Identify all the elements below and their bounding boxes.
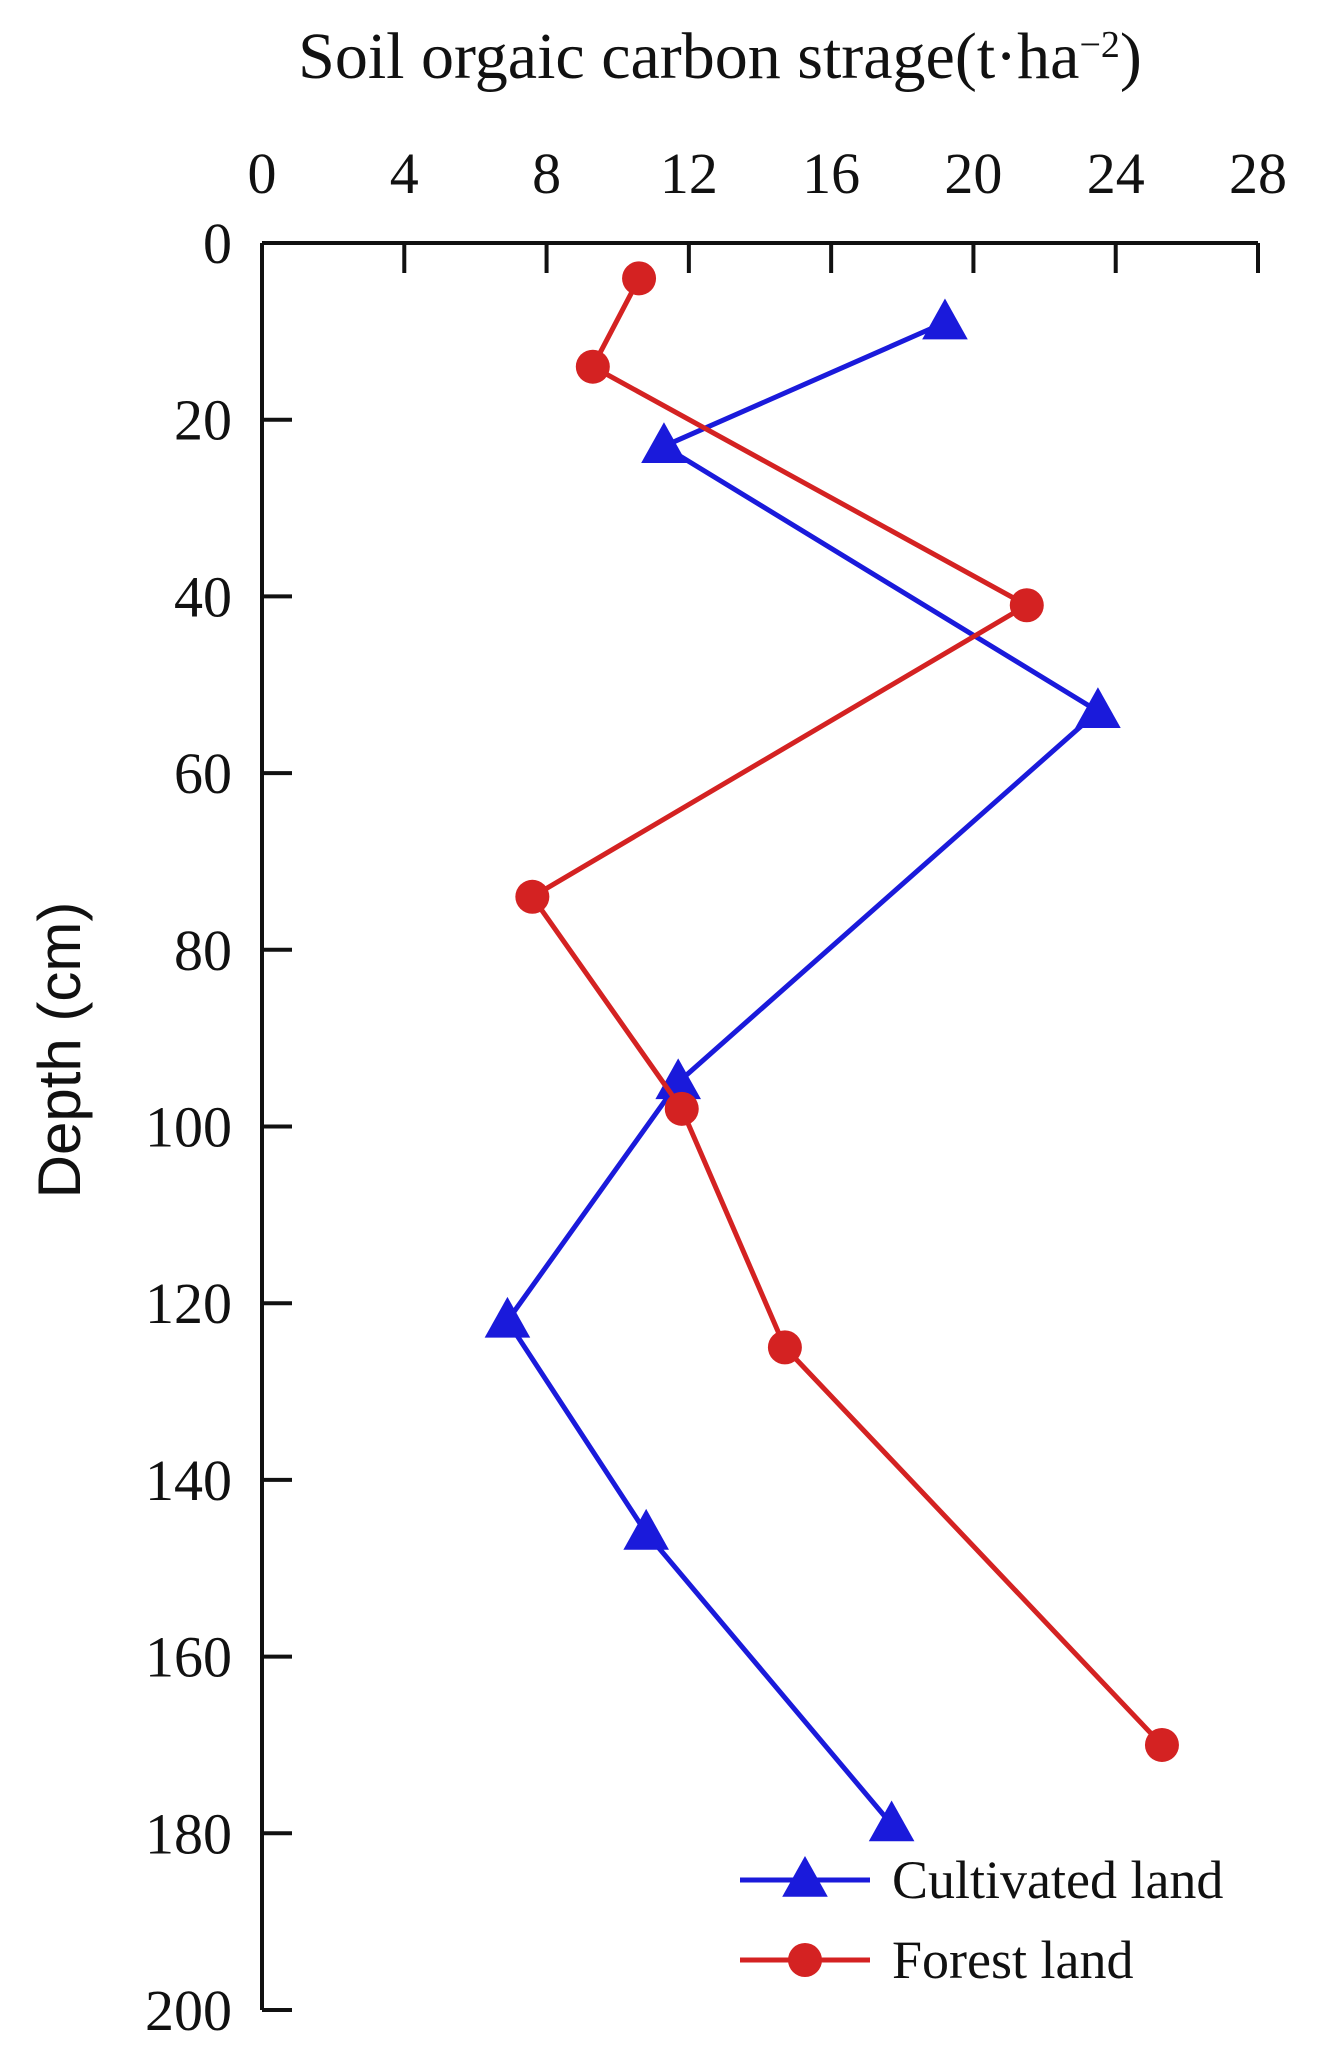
data-point-triangle	[641, 422, 687, 464]
data-point-circle	[622, 261, 657, 296]
x-tick-label: 24	[1087, 141, 1145, 206]
y-tick-label: 80	[174, 918, 232, 983]
y-tick-label: 0	[203, 211, 232, 276]
y-tick-label: 20	[174, 388, 232, 453]
series-cultivated-land	[484, 298, 1121, 1842]
data-point-triangle	[868, 1800, 915, 1842]
x-tick-label: 20	[944, 141, 1002, 206]
x-tick-label: 28	[1229, 141, 1287, 206]
legend-item: Cultivated land	[740, 1850, 1223, 1910]
series-forest-land	[515, 261, 1179, 1762]
legend: Cultivated land Forest land	[740, 1850, 1223, 1990]
legend-marker	[788, 1943, 822, 1977]
y-axis-title: Depth (cm)	[26, 902, 93, 1199]
data-point-triangle	[922, 298, 968, 340]
series-layer	[484, 261, 1179, 1842]
y-tick-label: 140	[145, 1448, 232, 1513]
data-point-circle	[575, 349, 610, 384]
y-tick-label: 40	[174, 564, 232, 629]
legend-label: Cultivated land	[892, 1850, 1223, 1910]
y-tick-label: 60	[174, 741, 232, 806]
legend-label: Forest land	[892, 1930, 1133, 1990]
data-point-circle	[1009, 588, 1044, 623]
data-point-circle	[767, 1330, 802, 1365]
x-axis-title: Soil orgaic carbon strage(t·ha−2)	[298, 20, 1142, 93]
series-line	[529, 277, 1164, 1747]
x-tick-label: 8	[532, 141, 561, 206]
x-tick-label: 0	[248, 141, 277, 206]
data-point-triangle	[1075, 687, 1121, 729]
data-point-circle	[1144, 1727, 1179, 1762]
x-tick-label: 4	[390, 141, 419, 206]
data-point-circle	[515, 879, 550, 914]
legend-item: Forest land	[740, 1930, 1133, 1990]
y-tick-label: 200	[145, 1978, 232, 2043]
y-tick-label: 180	[145, 1801, 232, 1866]
y-tick-label: 100	[145, 1095, 232, 1160]
legend-marker	[782, 1856, 828, 1897]
x-tick-label: 16	[802, 141, 860, 206]
y-tick-label: 160	[145, 1625, 232, 1690]
data-point-triangle	[484, 1296, 531, 1338]
series-line	[504, 320, 1101, 1827]
data-point-triangle	[623, 1508, 669, 1550]
axes: 0 4 8 12 16 20 24 28 0 20 40 60 80 100 120 140 160 180 200	[145, 141, 1287, 2043]
data-point-circle	[664, 1091, 699, 1126]
y-tick-label: 120	[145, 1271, 232, 1336]
x-tick-label: 12	[660, 141, 718, 206]
